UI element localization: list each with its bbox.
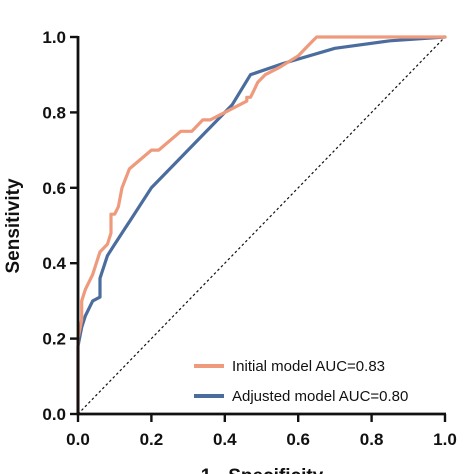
adjusted-model-roc-line (76, 35, 447, 416)
ticks-layer: 0.0 0.2 0.4 0.6 0.8 1.0 0.0 0.2 0.4 0.6 0.8 1.0 (42, 28, 456, 449)
initial-model-roc-line (76, 35, 447, 416)
y-tick-label: 1.0 (42, 28, 66, 47)
legend-entry-initial: Initial model AUC=0.83 (194, 358, 385, 375)
x-tick-label: 0.0 (66, 430, 90, 449)
y-axis-title: Sensitivity (3, 178, 24, 273)
x-tick-label: 0.6 (286, 430, 310, 449)
plot-area: 0.0 0.2 0.4 0.6 0.8 1.0 0.0 0.2 0.4 0.6 0.8 1.0 (42, 28, 456, 449)
x-tick-label: 1.0 (433, 430, 457, 449)
legend-label-adjusted: Adjusted model AUC=0.80 (232, 388, 408, 405)
x-tick-label: 0.4 (213, 430, 237, 449)
y-tick-label: 0.6 (42, 179, 66, 198)
legend: Initial model AUC=0.83 Adjusted model AU… (194, 358, 408, 405)
y-tick-label: 0.4 (42, 254, 66, 273)
y-tick-label: 0.2 (42, 330, 66, 349)
x-tick-label: 0.8 (360, 430, 384, 449)
x-tick-label: 0.2 (140, 430, 164, 449)
legend-label-initial: Initial model AUC=0.83 (232, 358, 385, 375)
x-axis-title: 1 - Specificity (201, 466, 324, 474)
series-layer (76, 35, 447, 416)
legend-entry-adjusted: Adjusted model AUC=0.80 (194, 388, 408, 405)
y-tick-label: 0.0 (42, 405, 66, 424)
y-tick-label: 0.8 (42, 103, 66, 122)
